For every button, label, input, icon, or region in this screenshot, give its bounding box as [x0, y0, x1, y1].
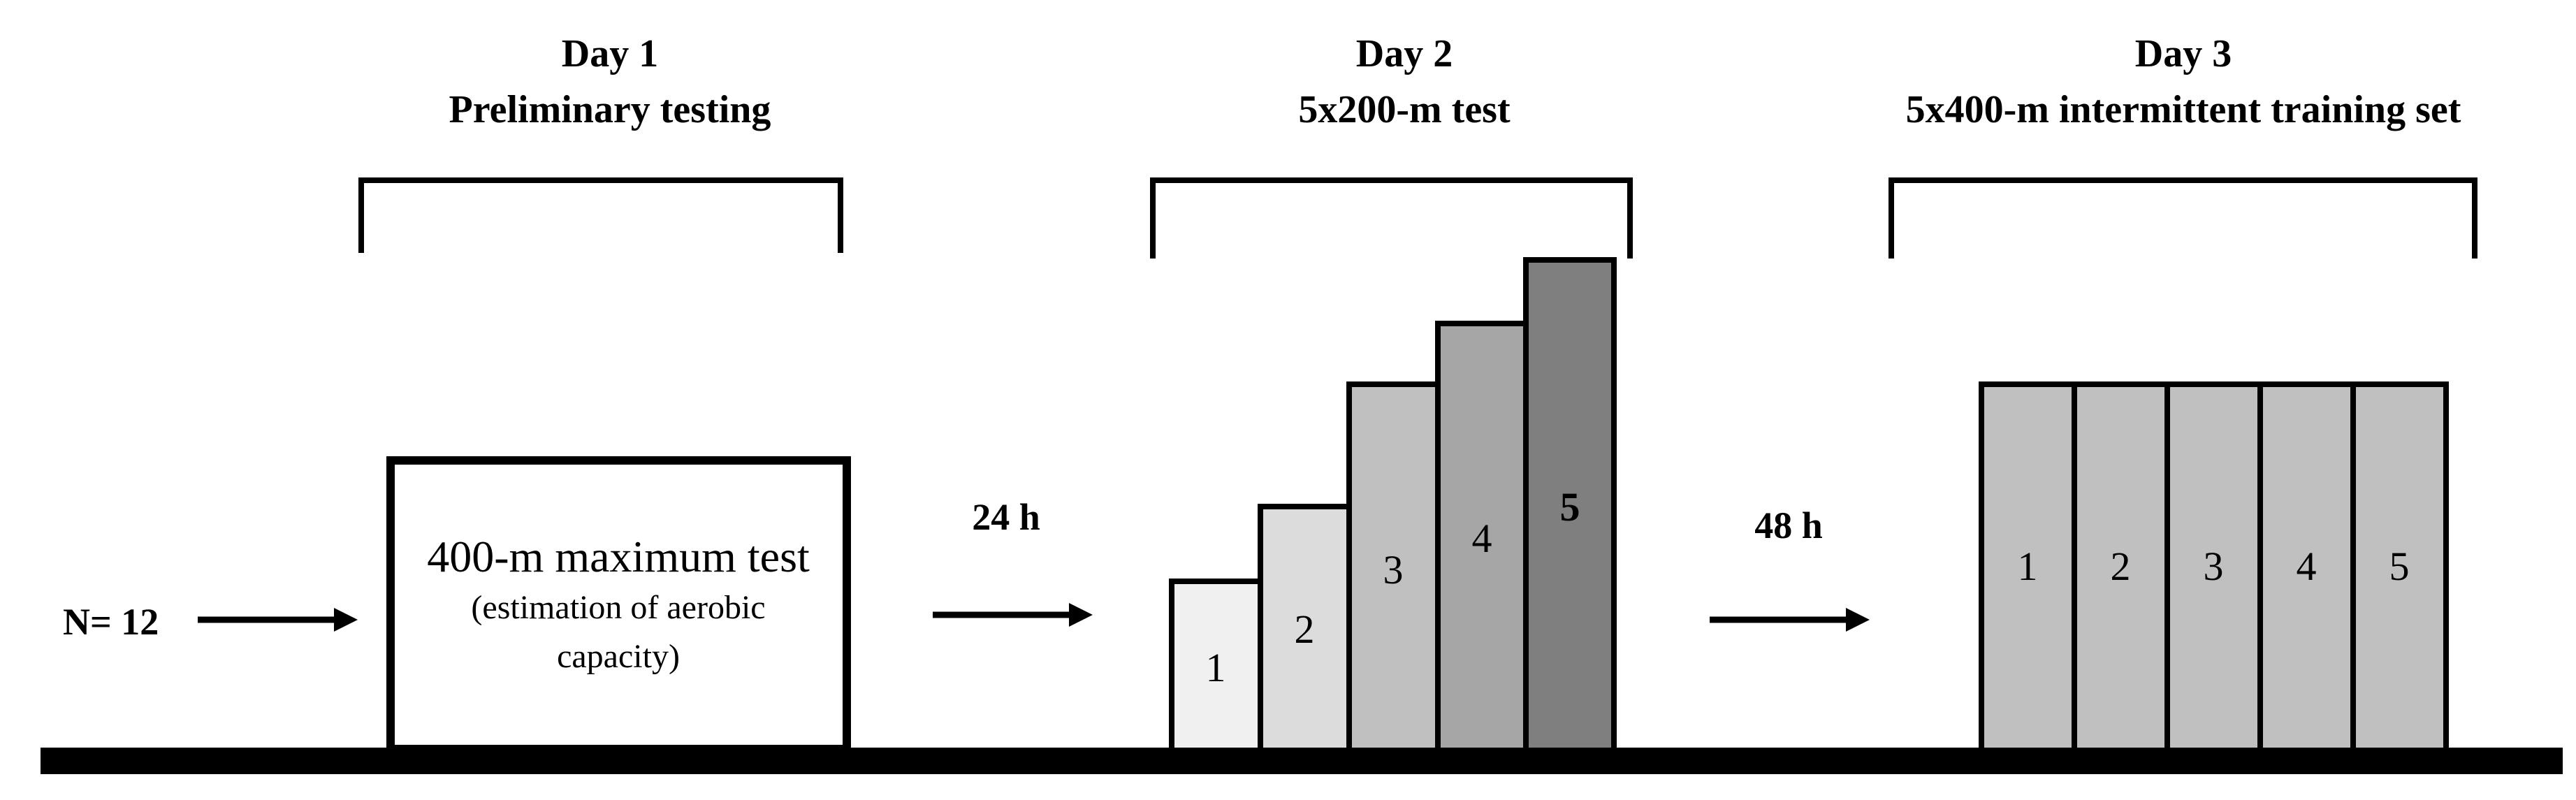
day2-step-4-label: 4	[1472, 516, 1492, 561]
day3-rep-group: 1 2 3 4 5	[1979, 381, 2449, 754]
ground-line	[41, 748, 2563, 774]
day2-bracket	[1150, 177, 1633, 259]
day2-step-5-label: 5	[1560, 484, 1580, 530]
day1-box-note-line1: (estimation of aerobic	[471, 589, 765, 626]
gap2-arrow-head	[1846, 608, 1870, 632]
day3-rep-2-label: 2	[2111, 544, 2131, 589]
day1-title: Day 1	[562, 32, 658, 75]
day3-rep-1-label: 1	[2018, 544, 2038, 589]
day2-step-2-label: 2	[1295, 606, 1315, 652]
gap1-label: 24 h	[972, 496, 1040, 538]
day3-title: Day 3	[2135, 32, 2232, 75]
day3-rep-4-bar	[2257, 381, 2356, 754]
day1-subtitle: Preliminary testing	[449, 88, 771, 131]
day2-step-5-bar	[1523, 257, 1617, 754]
day3-rep-5-label: 5	[2389, 544, 2410, 589]
gap2-label: 48 h	[1754, 504, 1823, 546]
participants-arrow-head	[334, 608, 358, 632]
day2-title: Day 2	[1356, 32, 1453, 75]
gap1-arrow-head	[1069, 603, 1093, 627]
day3-rep-4-label: 4	[2297, 544, 2317, 589]
participants-label: N= 12	[63, 601, 159, 643]
day3-bracket	[1889, 177, 2477, 259]
day2-subtitle: 5x200-m test	[1298, 88, 1511, 131]
day3-subtitle: 5x400-m intermittent training set	[1906, 88, 2461, 131]
day1-box-note-line2: capacity)	[557, 638, 680, 675]
day1-bracket	[358, 177, 843, 253]
day2-step-3-label: 3	[1383, 547, 1404, 592]
day3-rep-3-label: 3	[2204, 544, 2224, 589]
day2-step-1-label: 1	[1206, 645, 1226, 690]
day2-step-2-bar	[1258, 504, 1352, 754]
day1-box-title: 400-m maximum test	[427, 532, 810, 581]
day2-step-3-bar	[1346, 381, 1441, 754]
day2-step-group: 1 2 3 4 5	[1169, 257, 1617, 754]
day3-rep-2-bar	[2072, 381, 2170, 754]
